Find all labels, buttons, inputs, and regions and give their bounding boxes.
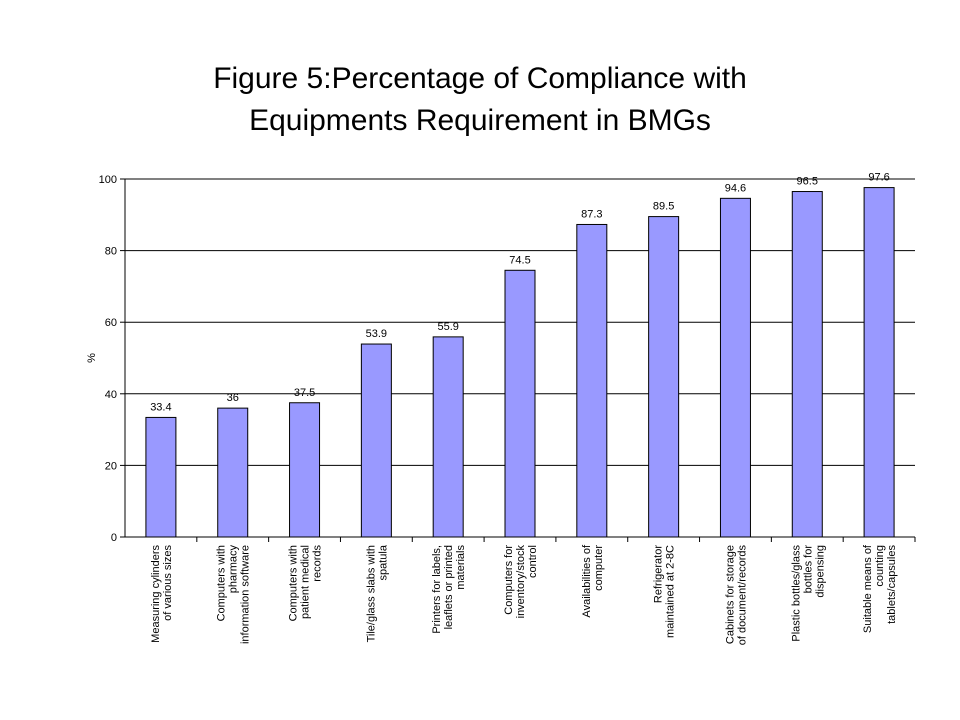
x-category-label: Tile/glass slabs with spatula [365,544,389,642]
x-category-label-line: Computers for [503,545,515,615]
x-category-label: Measuring cylinders of various sizes [150,545,174,643]
y-tick-label: 40 [105,389,117,401]
x-category-label-line: Computers with [216,545,228,621]
bar [648,216,680,538]
x-category-label-line: of document/records [736,545,748,646]
x-category-label-line: Refrigerator [653,545,665,603]
x-category-label-line: maintained at 2-8C [665,545,677,638]
bar [289,402,321,538]
data-label: 33.4 [150,401,171,413]
x-category-label-line: dispensing [814,545,826,598]
x-category-label-line: of various sizes [162,545,174,621]
bars [145,187,895,538]
x-category-label: Refrigerator maintained at 2-8C [653,545,677,638]
bar [576,223,608,538]
bar [863,187,895,538]
x-category-label-line: pharmacy [228,545,240,594]
x-category-label-line: records [312,545,324,582]
bar [504,269,536,538]
bar [217,407,249,538]
x-category-label-line: information software [240,545,252,644]
x-category-label-line: bottles for [802,545,814,594]
bar [145,416,177,538]
x-category-label-line: leaflets or printed [443,545,455,629]
x-category-label-line: Cabinets for storage [724,545,736,644]
x-category-label: Suitable means of counting tablets/capsule… [862,544,898,633]
x-category-label-line: counting [874,545,886,587]
y-tick-label: 20 [105,460,117,472]
y-axis-ticks: 0 20 40 60 80 100 [99,174,125,544]
y-tick-label: 80 [105,246,117,258]
chart-title-line-1: Figure 5:Percentage of Compliance with [213,62,747,95]
bar [360,343,392,538]
data-label: 55.9 [437,321,458,333]
x-category-label-line: materials [455,545,467,590]
x-category-label: Plastic bottles/glass bottles for dispensi… [790,545,826,642]
y-tick-label: 0 [111,532,117,544]
data-label: 53.9 [366,328,387,340]
data-labels: 33.4 36 37.5 53.9 55.9 74.5 87.3 89.5 94.6 96.5 97… [150,172,890,414]
x-category-label-line: patient medical [300,545,312,619]
x-category-label: Computers for inventory/stock control [503,545,539,619]
bar [432,336,464,538]
bar [791,191,823,538]
x-category-label-line: Computers with [288,545,300,621]
x-category-label-line: Plastic bottles/glass [790,545,802,642]
x-category-label: Printers for labels, leaflets or printed m… [431,545,467,634]
x-category-label: Computers with pharmacy information softwa… [216,545,252,645]
x-category-label-line: Availabilities of [581,544,593,618]
x-category-label: Cabinets for storage of document/records [724,545,748,646]
chart-title: Figure 5:Percentage of Compliance with E… [0,58,960,142]
x-category-label-line: computer [593,545,605,591]
x-category-label-line: inventory/stock [515,545,527,619]
y-tick-label: 100 [99,174,117,186]
chart-title-line-2: Equipments Requirement in BMGs [249,104,711,137]
data-label: 74.5 [509,254,530,266]
data-label: 37.5 [294,387,315,399]
x-category-label-line: Tile/glass slabs with [365,545,377,642]
x-category-label-line: spatula [377,544,389,580]
x-category-label-line: Measuring cylinders [150,545,162,643]
x-category-label-line: Suitable means of [862,544,874,633]
x-axis-categories: Measuring cylinders of various sizes Compu… [150,544,898,645]
x-category-label: Availabilities of computer [581,544,605,618]
x-category-label-line: control [527,545,539,578]
data-label: 89.5 [653,201,674,213]
x-category-label-line: tablets/capsules [886,545,898,624]
data-label: 87.3 [581,208,602,220]
y-tick-label: 60 [105,317,117,329]
data-label: 94.6 [725,182,746,194]
data-label: 96.5 [797,176,818,188]
x-category-label-line: Printers for labels, [431,545,443,634]
y-axis-label: % [86,353,98,363]
data-label: 36 [227,392,239,404]
x-category-label: Computers with patient medical records [288,545,324,622]
data-label: 97.6 [868,172,889,184]
bar [719,197,751,538]
